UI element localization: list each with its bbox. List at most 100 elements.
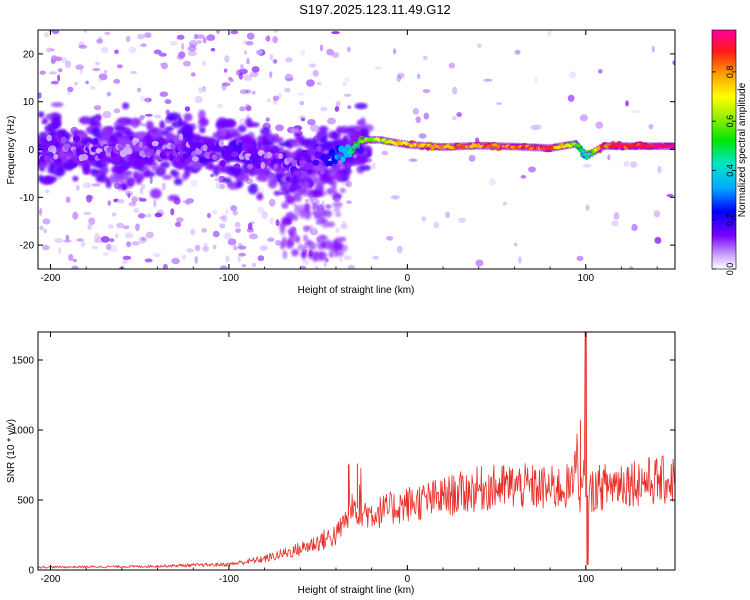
noise-cell [115,233,119,239]
trough-cell [331,190,340,200]
noise-cell [78,44,88,49]
noise-cell [321,200,325,209]
noise-cell [266,98,271,103]
snr-frame [37,331,676,571]
noise-cell [211,209,218,215]
band-cell [150,165,160,171]
noise-cell [100,236,110,243]
trough-cell [312,202,318,211]
noise-cell [607,154,611,161]
band-cell [159,120,166,130]
noise-cell [182,60,191,67]
noise-cell [341,220,347,229]
noise-cell [216,104,223,109]
snr-ytick-label: 0 [28,566,34,577]
band-cell [89,121,101,127]
noise-cell [186,248,195,253]
ridge-cell [211,154,218,161]
noise-cell [623,160,630,167]
noise-cell [182,254,186,260]
ridge-cell [278,153,283,159]
ridge-cell [218,139,224,147]
noise-cell [137,213,146,219]
noise-cell [88,217,96,226]
ridge-cell [227,144,234,153]
noise-cell [109,238,115,243]
snr-xtick-label: 100 [577,574,594,585]
noise-cell [153,199,157,208]
colorbar-tick-label: 0.0 [725,263,735,276]
trough-cell [279,221,286,231]
trough-cell [282,204,288,209]
ridge-cell [191,150,197,158]
ridge-core [355,142,361,146]
noise-cell [312,69,319,77]
ridge-cell [316,145,322,152]
noise-cell [488,178,496,186]
noise-cell [202,60,206,67]
band-cell [359,117,366,128]
band-cell [100,127,113,137]
noise-cell [210,47,216,52]
noise-cell [223,232,232,240]
noise-cell [113,79,121,84]
noise-cell [422,55,428,60]
noise-cell [106,91,112,97]
noise-cell [300,117,306,122]
band-cell [183,113,193,122]
noise-cell [611,220,619,227]
noise-cell [203,242,208,248]
noise-cell [273,98,277,106]
noise-cell [651,45,655,53]
band-cell [159,164,166,175]
noise-cell [251,66,260,73]
noise-cell [144,258,153,263]
trough-cell [297,180,303,187]
noise-cell [483,78,493,82]
noise-cell [326,48,334,56]
band-cell [354,154,367,166]
noise-cell [278,92,282,100]
band-cell [184,167,191,178]
noise-cell [145,213,152,218]
noise-cell [130,70,138,75]
noise-cell [139,187,144,195]
ridge-cell [178,133,184,141]
noise-cell [468,154,476,162]
ridge-core [580,149,586,154]
ridge-cell [224,152,231,159]
noise-cell [347,46,351,53]
trough-cell [291,248,299,257]
noise-cell [272,36,278,44]
noise-cell [246,57,250,65]
noise-cell [65,196,71,203]
ridge-cell [257,141,262,149]
noise-cell [185,200,190,205]
noise-cell [107,224,114,230]
ridge-cell [337,153,343,159]
noise-cell [335,227,340,234]
band-cell [198,117,209,127]
noise-cell [319,44,324,52]
noise-cell [141,183,146,190]
noise-cell [137,87,142,93]
noise-cell [138,236,147,244]
trough-cell [299,210,307,219]
noise-cell [307,119,316,126]
noise-cell [265,36,270,42]
noise-cell [149,176,153,184]
trough-cell [312,251,318,260]
noise-cell [221,82,231,87]
noise-cell [202,245,209,252]
noise-cell [198,87,203,93]
noise-cell [284,87,291,93]
noise-cell [310,124,319,132]
ridge-cell [158,138,166,145]
trough-cell [317,207,323,215]
noise-cell [219,265,228,269]
ridge-cell [279,167,285,174]
ridge-cell [207,139,212,147]
noise-cell [140,96,145,102]
ridge-cell [121,149,128,157]
